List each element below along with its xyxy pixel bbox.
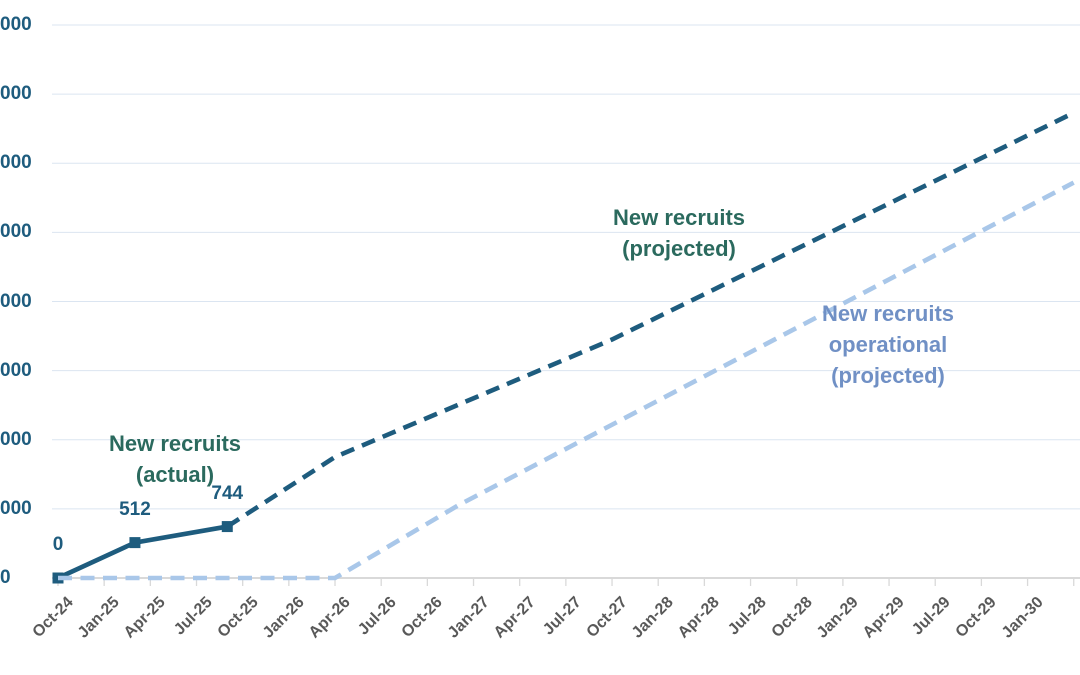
data-point-label: 0 (52, 534, 64, 555)
annotation-new-recruits-actual: New recruits (actual) (108, 431, 242, 487)
annotation-new-recruits-projected: New recruits (projected) (612, 205, 746, 261)
y-tick-label: 000 (0, 497, 32, 519)
annotation-new-recruits-operational-projected: New recruits operational (projected) (821, 301, 955, 388)
y-tick-label: 0 (0, 567, 11, 588)
series-actual-marker (129, 537, 141, 549)
series-operational-line (58, 180, 1075, 581)
y-tick-label: 000 (0, 83, 32, 105)
series-projected-line (226, 110, 1075, 529)
data-point-label: 512 (119, 498, 151, 520)
y-tick-label: 000 (0, 428, 32, 450)
y-tick-label: 000 (0, 152, 32, 174)
y-tick-label: 000 (0, 221, 32, 243)
y-tick-label: 000 (0, 14, 32, 36)
y-tick-label: 000 (0, 290, 32, 312)
y-tick-label: 000 (0, 359, 32, 381)
data-point-label: 744 (211, 482, 244, 504)
